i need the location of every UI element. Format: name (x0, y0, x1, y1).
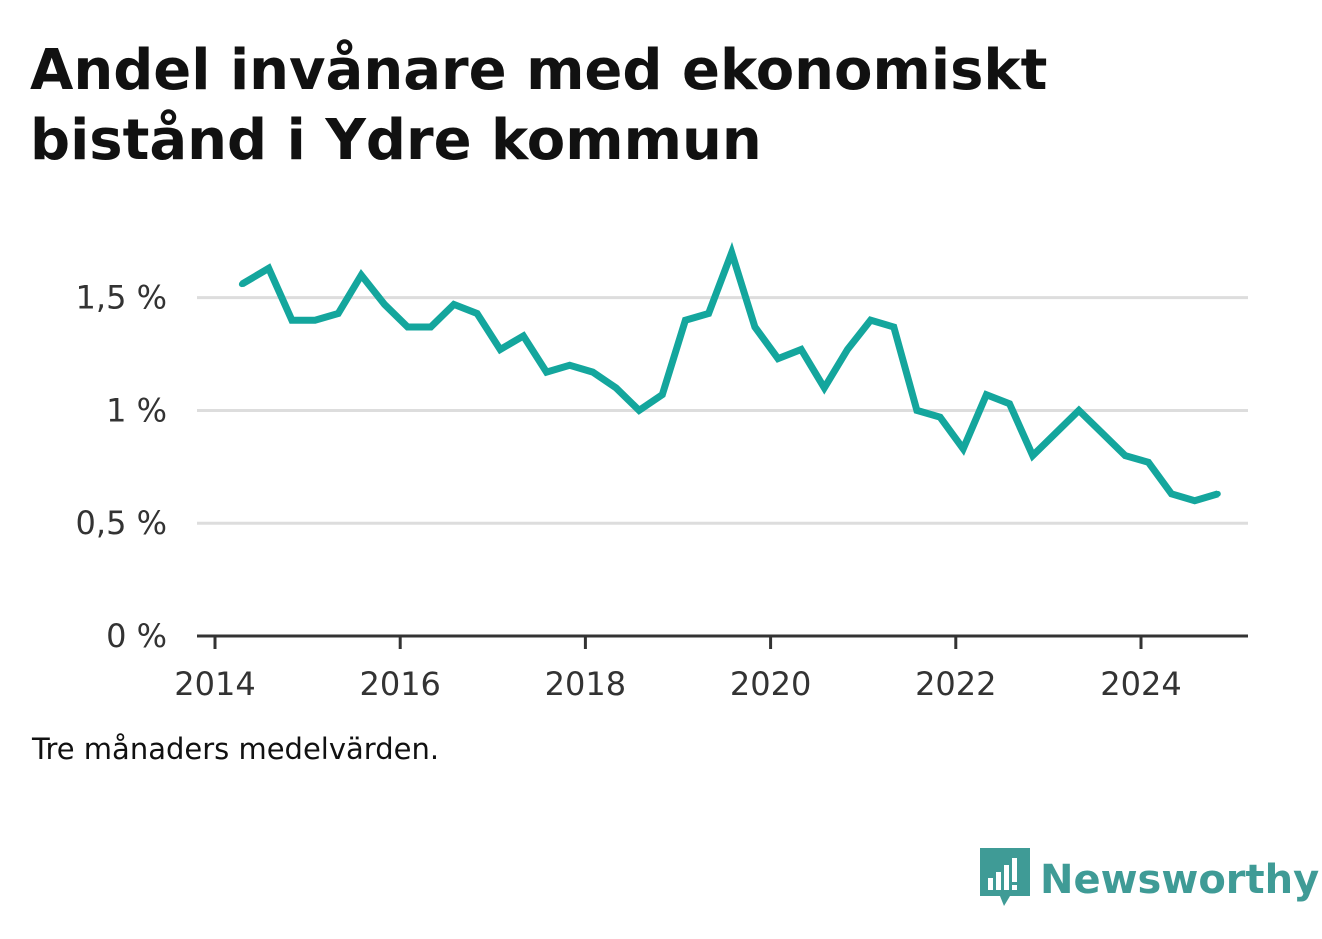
data-point (1145, 459, 1152, 466)
data-point (682, 317, 689, 324)
data-point (1122, 452, 1129, 459)
data-point (1099, 430, 1106, 436)
bar-chart-speech-bubble-icon (980, 848, 1030, 912)
data-point (775, 355, 781, 362)
data-point (1191, 497, 1198, 504)
data-point (751, 324, 758, 330)
data-point (705, 310, 712, 317)
x-tick-label: 2020 (730, 665, 811, 703)
data-point (1006, 400, 1013, 407)
data-point (1168, 490, 1175, 497)
data-point (566, 362, 573, 369)
y-tick-label: 1 % (106, 391, 167, 429)
data-point (659, 391, 666, 398)
data-point (381, 301, 388, 308)
x-tick-label: 2016 (359, 665, 440, 703)
data-point (358, 272, 365, 279)
data-point (821, 384, 828, 391)
data-point (450, 301, 457, 308)
data-point (913, 407, 920, 414)
chart-title: Andel invånare med ekonomiskt bistånd i … (30, 38, 1048, 173)
data-point (844, 346, 851, 353)
x-tick-label: 2018 (545, 665, 626, 703)
x-axis: 2014 2016 2018 2020 2022 2024 (174, 634, 1248, 703)
x-tick-label: 2022 (915, 665, 996, 703)
data-point (312, 317, 318, 324)
data-point (1214, 490, 1221, 497)
data-point (265, 265, 272, 272)
y-tick-label: 1,5 % (76, 279, 167, 317)
data-point (983, 391, 990, 398)
data-point (404, 324, 411, 330)
data-point (427, 324, 434, 330)
data-point (497, 346, 504, 353)
data-point (288, 317, 295, 324)
series-line-0 (240, 241, 1219, 505)
data-point (238, 281, 245, 288)
x-tick-label: 2014 (174, 665, 255, 703)
data-point (960, 445, 967, 452)
x-tick-label: 2024 (1100, 665, 1181, 703)
data-point (1029, 452, 1036, 459)
gridlines (197, 296, 1248, 525)
data-point (589, 369, 596, 376)
y-axis-tick-labels: 0 % 0,5 % 1 % 1,5 % (76, 279, 167, 655)
data-point (543, 369, 550, 376)
data-point (728, 249, 735, 256)
data-point (636, 407, 643, 414)
brand-name: Newsworthy (1040, 857, 1320, 903)
data-point (798, 346, 805, 353)
data-point (520, 333, 527, 339)
data-point (613, 384, 619, 391)
series-layer (238, 241, 1221, 505)
data-point (867, 317, 874, 324)
newsworthy-logo[interactable]: Newsworthy (980, 848, 1319, 912)
data-point (890, 324, 897, 330)
footnote: Tre månaders medelvärden. (32, 732, 440, 766)
y-tick-label: 0,5 % (76, 504, 167, 542)
data-point (1075, 407, 1082, 414)
data-point (1052, 430, 1059, 436)
data-point (335, 310, 342, 317)
line-chart: 0 % 0,5 % 1 % 1,5 % 2014 2016 2018 2020 2022 202… (76, 241, 1248, 703)
data-point (474, 310, 481, 317)
data-point (937, 414, 944, 421)
y-tick-label: 0 % (106, 617, 167, 655)
